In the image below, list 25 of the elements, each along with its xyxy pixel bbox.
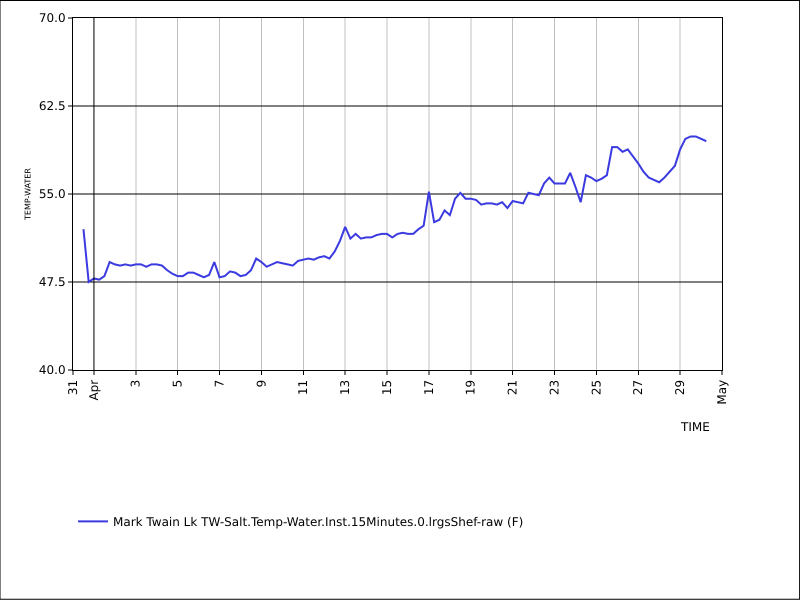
- y-tick-label: 70.0: [38, 11, 66, 26]
- x-axis-title: TIME: [680, 420, 710, 434]
- x-tick-label: 5: [170, 380, 185, 388]
- x-tick-label: 7: [212, 380, 226, 388]
- y-tick-label: 40.0: [38, 363, 66, 378]
- x-tick-label: 11: [296, 380, 310, 396]
- x-tick-label: May: [714, 380, 729, 405]
- legend-label: Mark Twain Lk TW-Salt.Temp-Water.Inst.15Minutes.0.lrgsShef-raw (F): [113, 515, 524, 530]
- x-tick-label: 27: [631, 380, 646, 396]
- x-tick-label: 17: [422, 380, 436, 396]
- x-tick-label: 15: [380, 380, 394, 396]
- y-axis-title: TEMP-WATER: [24, 168, 33, 221]
- x-tick-label: 25: [589, 380, 604, 396]
- y-tick-label: 47.5: [38, 275, 66, 290]
- x-tick-label: 9: [254, 380, 268, 388]
- y-tick-label: 62.5: [38, 99, 66, 114]
- x-tick-label: 23: [547, 380, 562, 396]
- x-tick-label: 19: [464, 380, 478, 396]
- x-tick-label: 31: [66, 380, 80, 396]
- x-tick-label: Apr: [86, 380, 101, 401]
- x-tick-label: 29: [673, 380, 688, 396]
- y-tick-label: 55.0: [38, 187, 66, 202]
- x-tick-label: 13: [338, 380, 352, 396]
- x-tick-label: 3: [128, 380, 143, 388]
- x-tick-label: 21: [506, 380, 520, 396]
